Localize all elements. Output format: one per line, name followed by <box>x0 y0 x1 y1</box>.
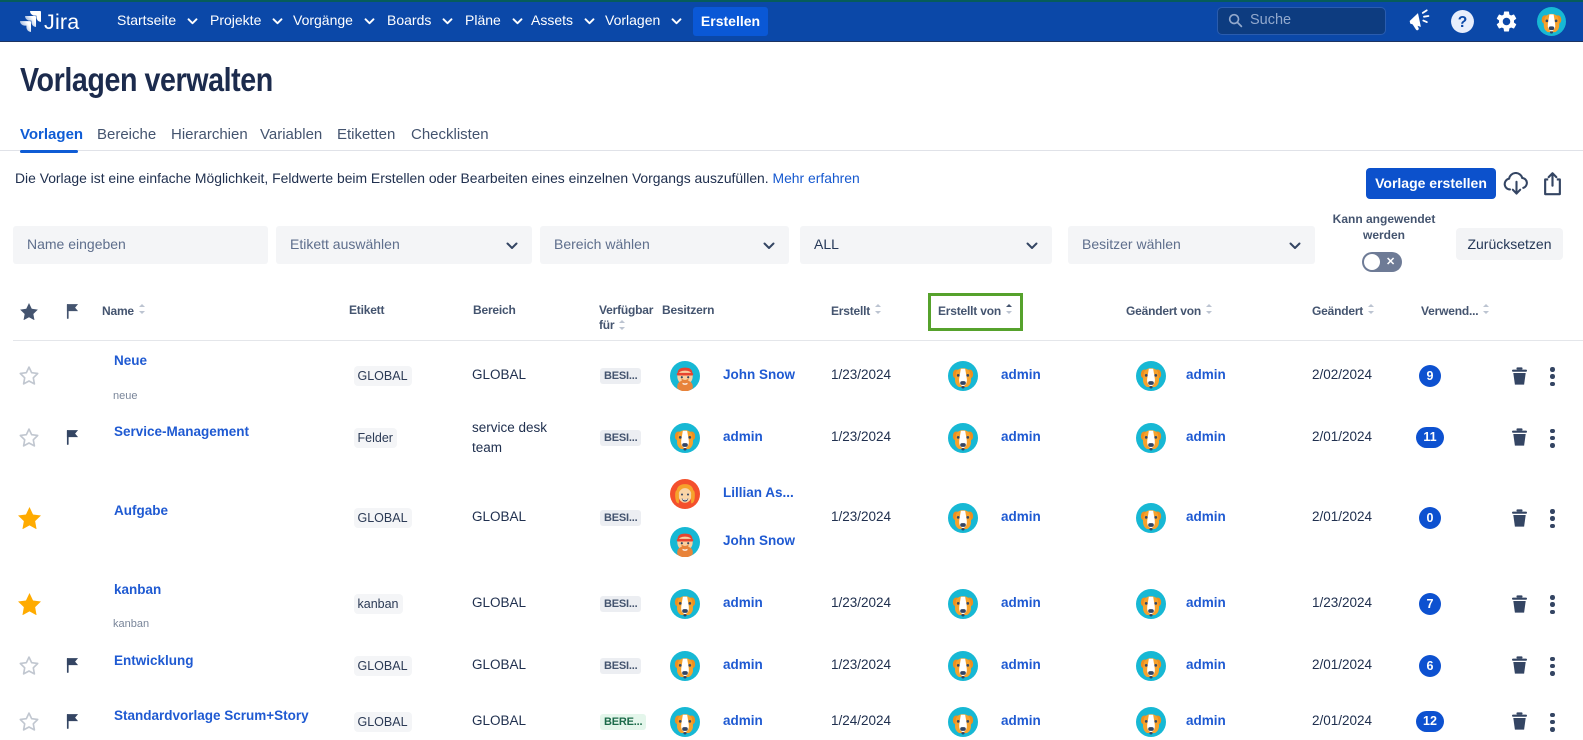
svg-text:?: ? <box>1458 14 1468 31</box>
